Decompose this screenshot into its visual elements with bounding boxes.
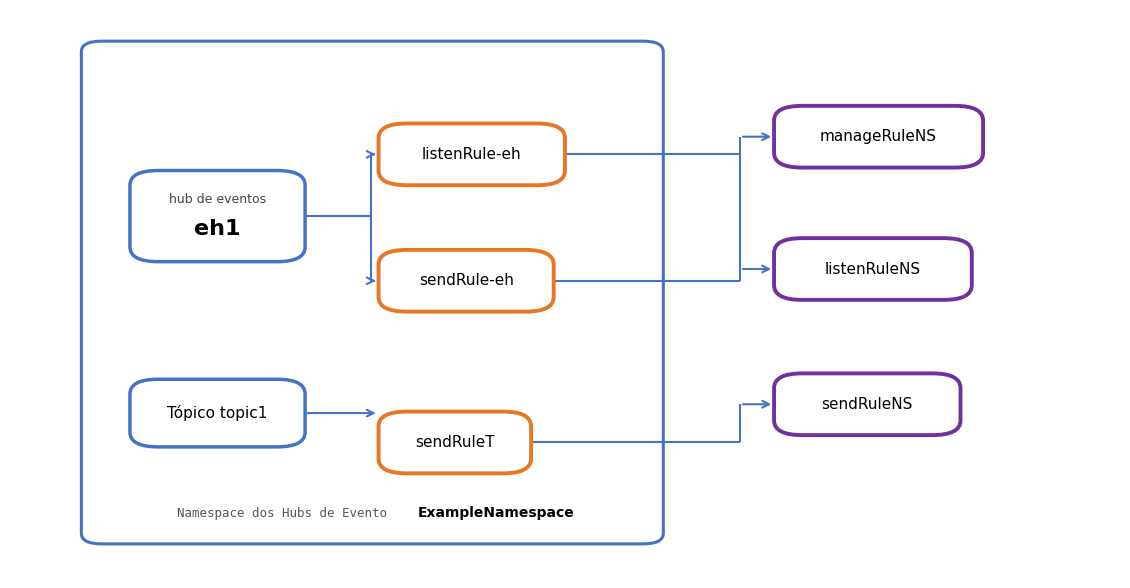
FancyBboxPatch shape <box>774 373 960 435</box>
Text: ExampleNamespace: ExampleNamespace <box>418 506 575 520</box>
FancyBboxPatch shape <box>379 250 554 312</box>
FancyBboxPatch shape <box>379 412 531 473</box>
Text: sendRuleT: sendRuleT <box>415 435 495 450</box>
FancyBboxPatch shape <box>81 41 663 544</box>
Text: hub de eventos: hub de eventos <box>170 193 266 206</box>
Text: sendRule-eh: sendRule-eh <box>419 273 513 288</box>
FancyBboxPatch shape <box>379 123 565 185</box>
FancyBboxPatch shape <box>774 106 983 168</box>
Text: sendRuleNS: sendRuleNS <box>822 397 913 412</box>
Text: eh1: eh1 <box>194 219 241 239</box>
FancyBboxPatch shape <box>774 238 972 300</box>
Text: Namespace dos Hubs de Evento: Namespace dos Hubs de Evento <box>177 507 388 520</box>
Text: listenRuleNS: listenRuleNS <box>825 262 921 276</box>
Text: manageRuleNS: manageRuleNS <box>820 129 937 144</box>
Text: Tópico topic1: Tópico topic1 <box>167 405 268 421</box>
Text: listenRule-eh: listenRule-eh <box>421 147 522 162</box>
FancyBboxPatch shape <box>130 379 305 447</box>
FancyBboxPatch shape <box>130 171 305 262</box>
